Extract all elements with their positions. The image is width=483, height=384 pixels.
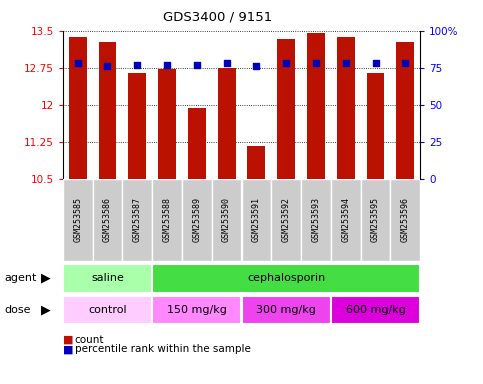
Point	[253, 63, 260, 69]
Text: GSM253596: GSM253596	[401, 197, 410, 242]
Text: GSM253594: GSM253594	[341, 197, 350, 242]
Point	[282, 60, 290, 66]
Bar	[307, 33, 325, 179]
Bar	[63, 296, 152, 324]
Text: GSM253589: GSM253589	[192, 197, 201, 242]
Text: GSM253588: GSM253588	[163, 197, 171, 242]
Text: ▶: ▶	[41, 272, 51, 285]
Text: GSM253590: GSM253590	[222, 197, 231, 242]
Text: control: control	[88, 305, 127, 315]
Bar	[69, 36, 86, 179]
Bar	[182, 179, 212, 261]
Point	[74, 60, 82, 66]
Text: GSM253595: GSM253595	[371, 197, 380, 242]
Text: 150 mg/kg: 150 mg/kg	[167, 305, 227, 315]
Text: GSM253587: GSM253587	[133, 197, 142, 242]
Bar	[331, 179, 361, 261]
Point	[104, 63, 112, 69]
Bar	[301, 179, 331, 261]
Text: GSM253593: GSM253593	[312, 197, 320, 242]
Text: percentile rank within the sample: percentile rank within the sample	[75, 344, 251, 354]
Bar	[152, 296, 242, 324]
Bar	[271, 179, 301, 261]
Text: ■: ■	[63, 335, 73, 345]
Text: agent: agent	[5, 273, 37, 283]
Point	[193, 62, 201, 68]
Bar	[152, 264, 420, 293]
Bar	[242, 296, 331, 324]
Bar	[397, 42, 414, 179]
Text: GSM253592: GSM253592	[282, 197, 291, 242]
Bar	[218, 68, 236, 179]
Bar	[390, 179, 420, 261]
Point	[133, 62, 141, 68]
Text: GSM253585: GSM253585	[73, 197, 82, 242]
Bar	[337, 37, 355, 179]
Bar	[331, 296, 420, 324]
Bar	[277, 39, 295, 179]
Point	[372, 60, 380, 66]
Text: GSM253586: GSM253586	[103, 197, 112, 242]
Bar	[63, 179, 93, 261]
Bar	[212, 179, 242, 261]
Text: ▶: ▶	[41, 303, 51, 316]
Text: cephalosporin: cephalosporin	[247, 273, 326, 283]
Bar	[247, 146, 265, 179]
Point	[312, 60, 320, 66]
Bar	[128, 73, 146, 179]
Bar	[93, 179, 122, 261]
Point	[342, 60, 350, 66]
Text: count: count	[75, 335, 104, 345]
Bar	[188, 108, 206, 179]
Bar	[122, 179, 152, 261]
Text: 300 mg/kg: 300 mg/kg	[256, 305, 316, 315]
Bar	[63, 264, 152, 293]
Text: 600 mg/kg: 600 mg/kg	[346, 305, 405, 315]
Text: ■: ■	[63, 344, 73, 354]
Point	[163, 62, 171, 68]
Point	[223, 60, 230, 66]
Bar	[152, 179, 182, 261]
Bar	[158, 69, 176, 179]
Bar	[361, 179, 390, 261]
Bar	[99, 42, 116, 179]
Text: saline: saline	[91, 273, 124, 283]
Text: GSM253591: GSM253591	[252, 197, 261, 242]
Text: dose: dose	[5, 305, 31, 315]
Bar	[367, 73, 384, 179]
Bar	[242, 179, 271, 261]
Point	[401, 60, 409, 66]
Text: GDS3400 / 9151: GDS3400 / 9151	[163, 10, 272, 23]
